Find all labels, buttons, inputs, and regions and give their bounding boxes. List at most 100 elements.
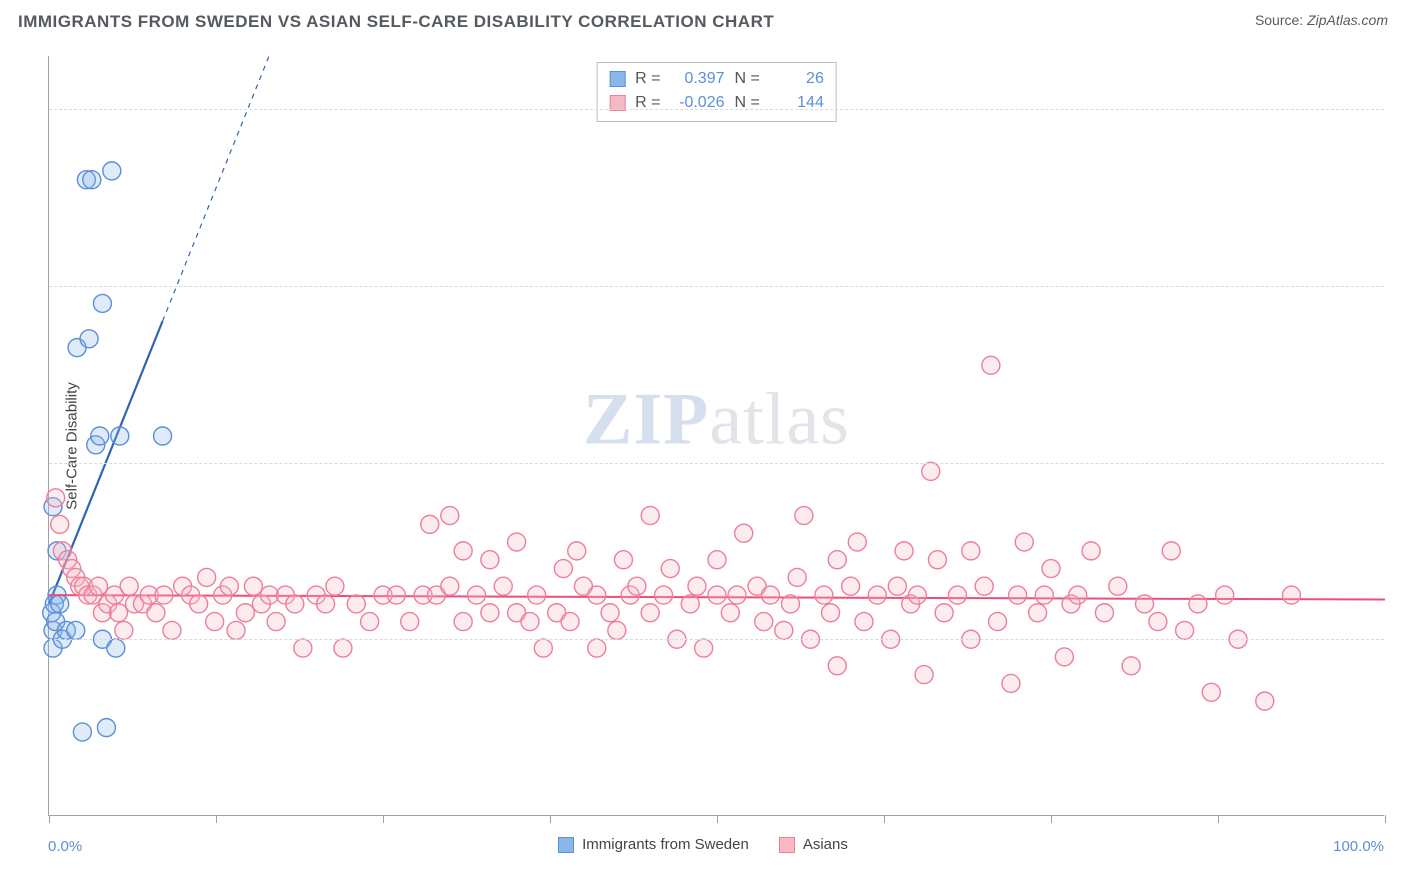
scatter-svg <box>49 56 1384 815</box>
data-point <box>236 604 254 622</box>
data-point <box>421 515 439 533</box>
data-point <box>655 586 673 604</box>
data-point <box>206 613 224 631</box>
y-tick-label: 4.0% <box>1390 454 1406 471</box>
data-point <box>962 542 980 560</box>
data-point <box>1162 542 1180 560</box>
data-point <box>755 613 773 631</box>
data-point <box>735 524 753 542</box>
data-point <box>91 427 109 445</box>
data-point <box>922 462 940 480</box>
data-point <box>441 507 459 525</box>
x-tick <box>1385 815 1386 823</box>
data-point <box>454 542 472 560</box>
data-point <box>347 595 365 613</box>
legend-swatch <box>558 837 574 853</box>
data-point <box>120 577 138 595</box>
data-point <box>788 568 806 586</box>
x-tick <box>383 815 384 823</box>
chart-title: IMMIGRANTS FROM SWEDEN VS ASIAN SELF-CAR… <box>18 12 774 32</box>
x-tick <box>216 815 217 823</box>
data-point <box>641 507 659 525</box>
data-point <box>928 551 946 569</box>
data-point <box>267 613 285 631</box>
data-point <box>111 427 129 445</box>
data-point <box>588 639 606 657</box>
y-tick-label: 2.0% <box>1390 631 1406 648</box>
data-point <box>147 604 165 622</box>
data-point <box>681 595 699 613</box>
data-point <box>568 542 586 560</box>
data-point <box>521 613 539 631</box>
data-point <box>1282 586 1300 604</box>
data-point <box>868 586 886 604</box>
data-point <box>1042 560 1060 578</box>
legend-swatch <box>779 837 795 853</box>
x-tick <box>1218 815 1219 823</box>
data-point <box>1002 674 1020 692</box>
data-point <box>1069 586 1087 604</box>
data-point <box>317 595 335 613</box>
data-point <box>1122 657 1140 675</box>
data-point <box>948 586 966 604</box>
data-point <box>775 621 793 639</box>
data-point <box>554 560 572 578</box>
x-tick <box>550 815 551 823</box>
data-point <box>260 586 278 604</box>
data-point <box>1149 613 1167 631</box>
data-point <box>661 560 679 578</box>
data-point <box>982 356 1000 374</box>
data-point <box>828 657 846 675</box>
data-point <box>51 515 69 533</box>
data-point <box>614 551 632 569</box>
y-tick-label: 6.0% <box>1390 277 1406 294</box>
data-point <box>1109 577 1127 595</box>
data-point <box>387 586 405 604</box>
data-point <box>334 639 352 657</box>
data-point <box>728 586 746 604</box>
data-point <box>508 533 526 551</box>
data-point <box>888 577 906 595</box>
source-link[interactable]: ZipAtlas.com <box>1307 12 1388 28</box>
data-point <box>1202 683 1220 701</box>
data-point <box>708 586 726 604</box>
data-point <box>1082 542 1100 560</box>
data-point <box>1256 692 1274 710</box>
data-point <box>1035 586 1053 604</box>
data-point <box>494 577 512 595</box>
data-point <box>1015 533 1033 551</box>
legend-item: Asians <box>779 836 848 853</box>
data-point <box>93 294 111 312</box>
plot-area: ZIPatlas R =0.397N =26R =-0.026N =144 2.… <box>48 56 1384 816</box>
data-point <box>115 621 133 639</box>
data-point <box>67 621 85 639</box>
data-point <box>935 604 953 622</box>
data-point <box>721 604 739 622</box>
data-point <box>47 489 65 507</box>
data-point <box>975 577 993 595</box>
data-point <box>915 666 933 684</box>
data-point <box>761 586 779 604</box>
data-point <box>155 586 173 604</box>
data-point <box>1095 604 1113 622</box>
data-point <box>561 613 579 631</box>
data-point <box>326 577 344 595</box>
data-point <box>588 586 606 604</box>
gridline <box>49 463 1384 464</box>
data-point <box>528 586 546 604</box>
data-point <box>1055 648 1073 666</box>
data-point <box>454 613 472 631</box>
gridline <box>49 639 1384 640</box>
data-point <box>1176 621 1194 639</box>
data-point <box>795 507 813 525</box>
data-point <box>361 613 379 631</box>
y-tick-label: 8.0% <box>1390 101 1406 118</box>
data-point <box>401 613 419 631</box>
data-point <box>842 577 860 595</box>
data-point <box>294 639 312 657</box>
data-point <box>97 719 115 737</box>
gridline <box>49 286 1384 287</box>
chart-header: IMMIGRANTS FROM SWEDEN VS ASIAN SELF-CAR… <box>0 0 1406 32</box>
data-point <box>822 604 840 622</box>
data-point <box>73 723 91 741</box>
